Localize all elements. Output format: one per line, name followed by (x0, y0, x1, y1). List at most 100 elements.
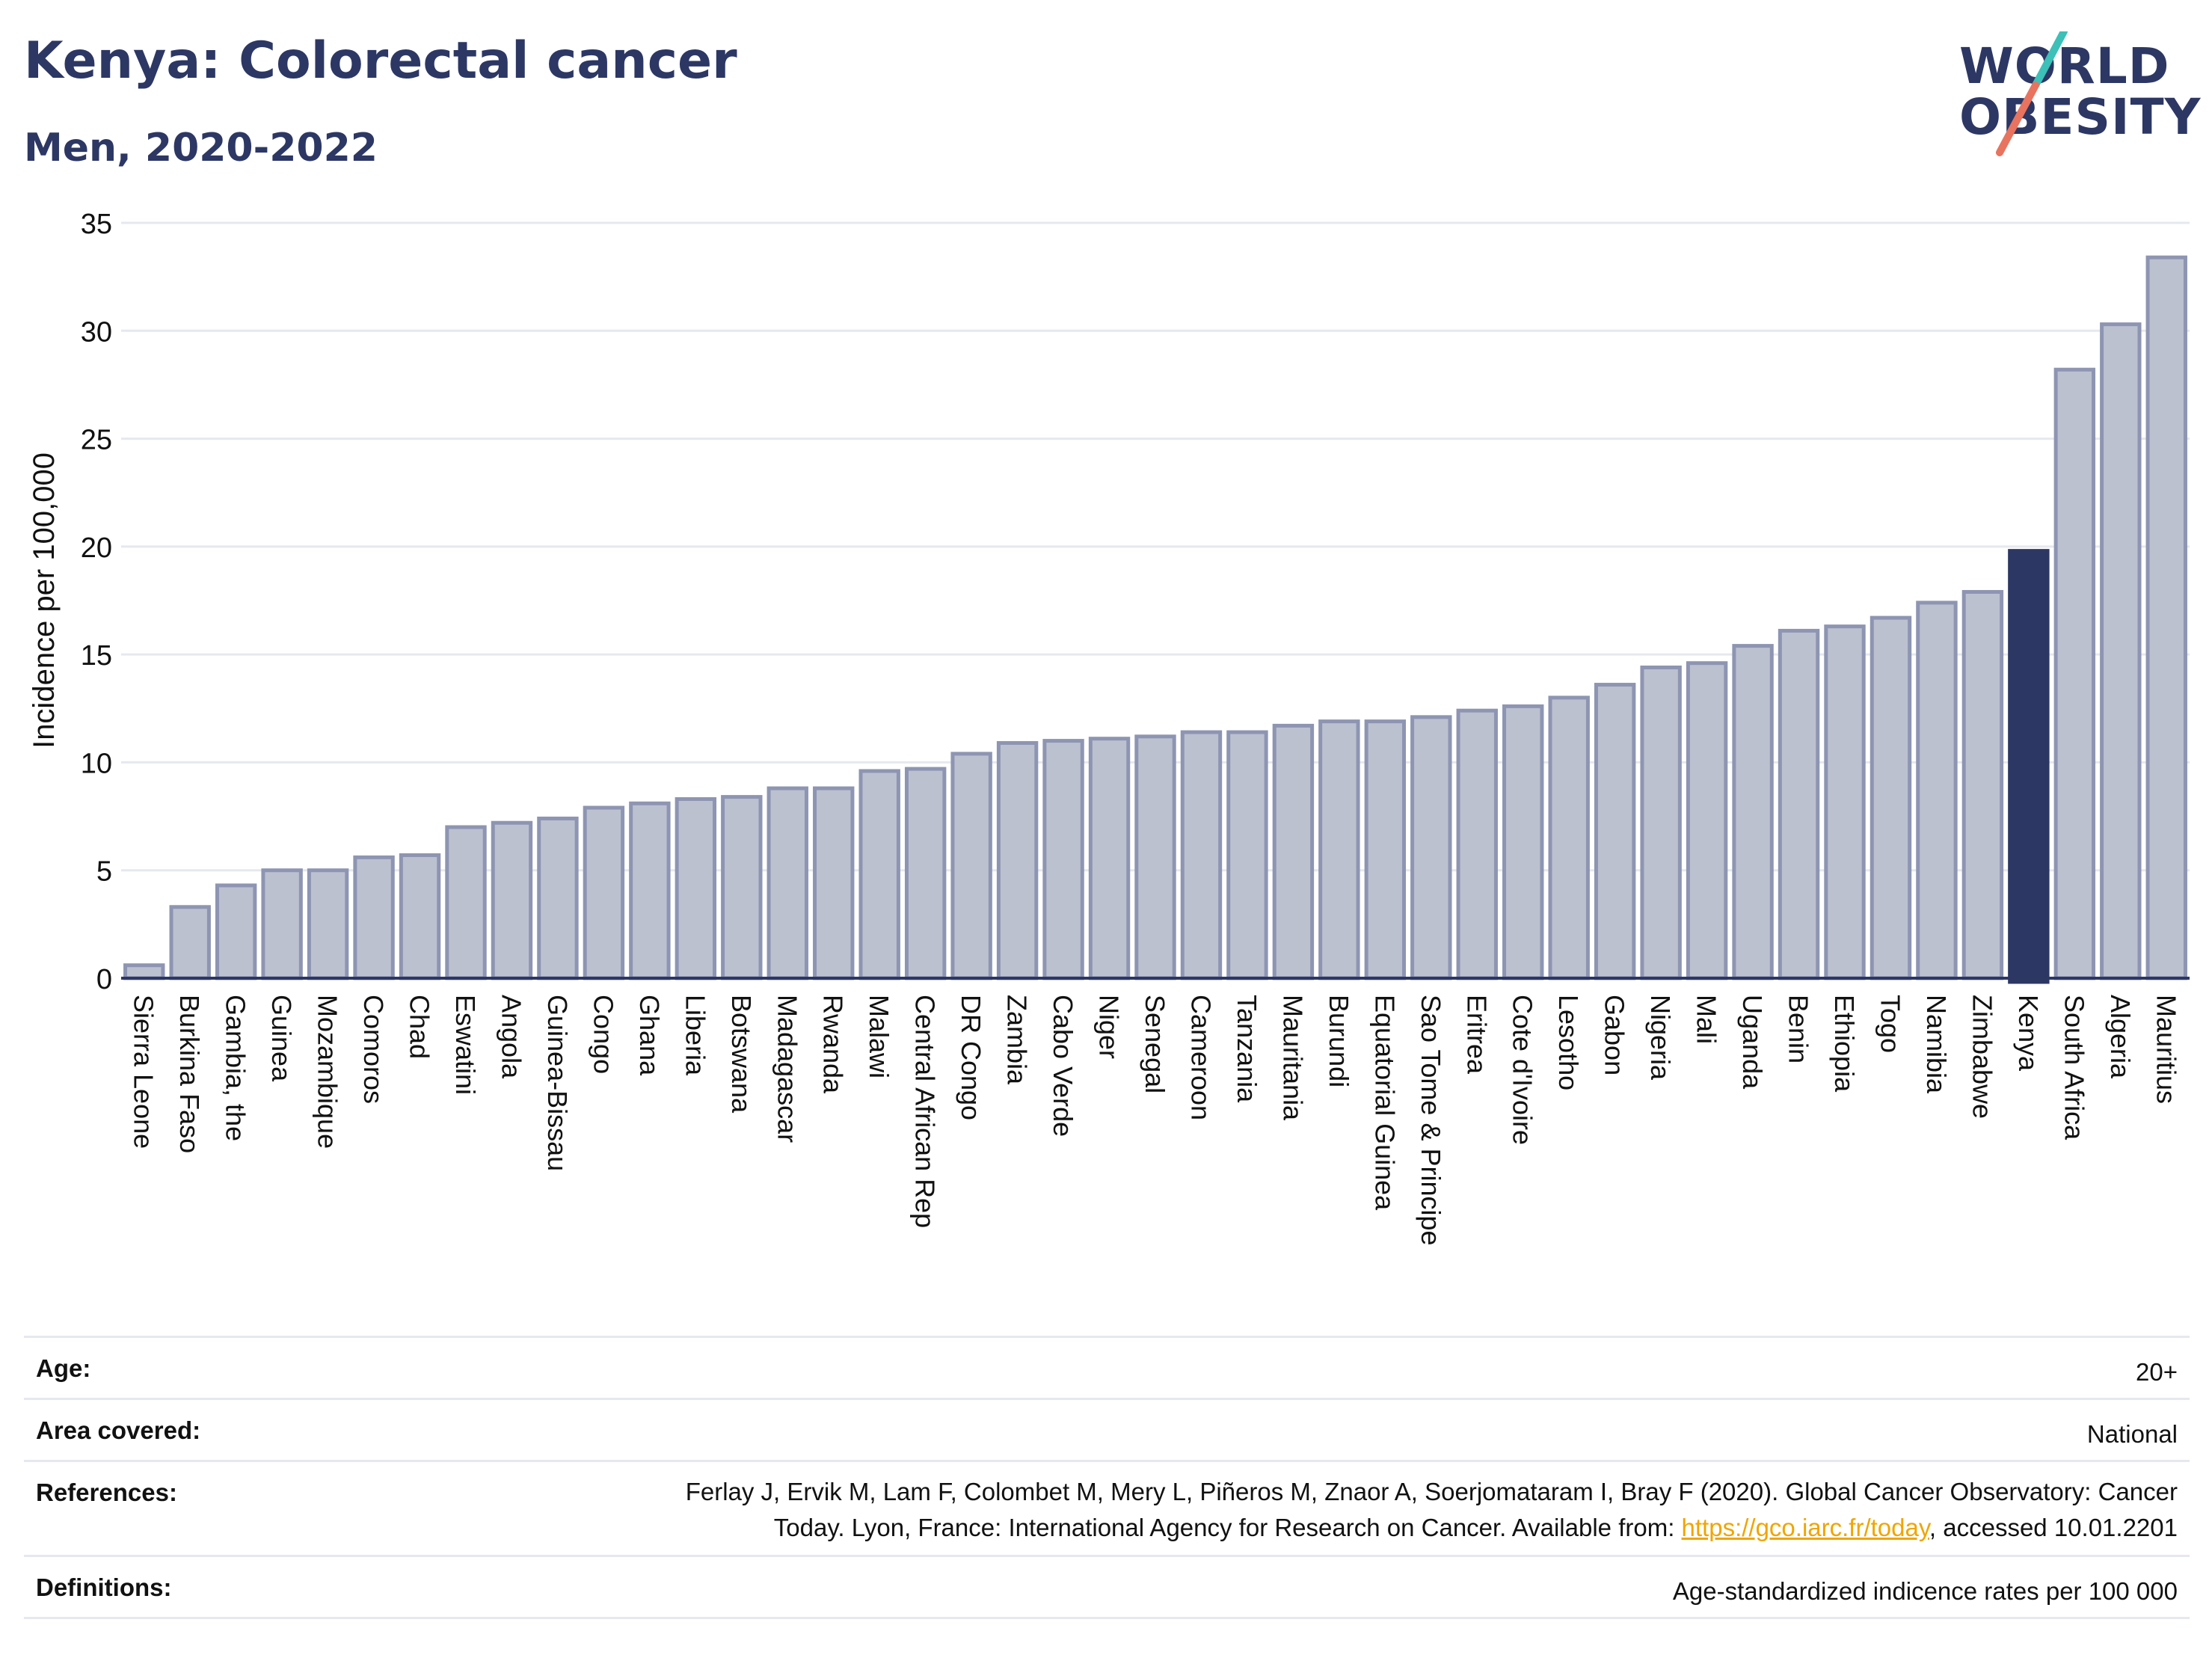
bar (1778, 628, 1820, 980)
bar (1824, 624, 1866, 980)
meta-row-references: References: Ferlay J, Ervik M, Lam F, Co… (24, 1460, 2190, 1555)
meta-ref-line2: Today. Lyon, France: International Agenc… (458, 1510, 2178, 1546)
x-tick-label: Mauritius (2151, 995, 2181, 1104)
logo-text-world: WORLD (1959, 37, 2170, 95)
meta-row-definitions: Definitions: Age-standardized indicence … (24, 1555, 2190, 1619)
bar (1594, 683, 1636, 980)
x-tick-label: Algeria (2105, 995, 2136, 1079)
x-tick-label: Zambia (1002, 995, 1033, 1085)
x-tick-label: Guinea (266, 995, 297, 1082)
bar (950, 752, 992, 980)
x-tick-label: DR Congo (956, 995, 986, 1120)
bar (399, 853, 441, 980)
y-tick-label: 30 (81, 316, 112, 348)
y-tick-label: 20 (81, 532, 112, 564)
bar (1134, 734, 1176, 980)
bar (123, 963, 165, 980)
bar-chart: 0 5 10 15 20 25 30 35 Incidence per 100,000 Sierr… (28, 209, 2190, 1246)
reference-link[interactable]: https://gco.iarc.fr/today (1681, 1513, 1929, 1541)
meta-ref-accessed: , accessed 10.01.2201 (1929, 1513, 2178, 1541)
meta-area-value: National (2086, 1420, 2178, 1448)
bar (858, 769, 900, 980)
world-obesity-logo: WORLD OBESITY (1944, 31, 2202, 159)
bar (1180, 730, 1223, 980)
y-tick-label: 25 (81, 425, 112, 456)
x-tick-label: Senegal (1140, 995, 1170, 1093)
bar (1640, 665, 1682, 980)
bar (261, 868, 303, 980)
x-tick-label: Cabo Verde (1048, 995, 1078, 1137)
y-tick-label: 15 (81, 640, 112, 672)
meta-row-area: Area covered: National (24, 1398, 2190, 1460)
bar (1364, 719, 1407, 980)
x-tick-label: Rwanda (818, 995, 849, 1094)
bar (1961, 589, 2004, 980)
bar (1272, 723, 1315, 980)
x-tick-label: Uganda (1737, 995, 1768, 1090)
x-tick-label: Zimbabwe (1967, 995, 1997, 1119)
y-tick-label: 35 (81, 209, 112, 240)
x-tick-label: Kenya (2013, 995, 2044, 1072)
x-tick-label: Malawi (864, 995, 894, 1078)
meta-def-label: Definitions: (36, 1573, 172, 1601)
x-tick-label: Sao Tome & Principe (1416, 995, 1446, 1246)
bar (1410, 715, 1452, 980)
meta-row-age: Age: 20+ (24, 1336, 2190, 1398)
x-tick-label: Lesotho (1553, 995, 1584, 1090)
bar (491, 820, 533, 980)
x-tick-label: Namibia (1921, 995, 1952, 1094)
bar (353, 855, 395, 980)
bar (813, 786, 855, 980)
x-tick-label: Gabon (1600, 995, 1630, 1075)
bar (445, 825, 487, 980)
chart-subtitle: Men, 2020-2022 (24, 126, 378, 171)
chart-title: Kenya: Colorectal cancer (24, 31, 737, 90)
bar (1318, 719, 1360, 980)
bar (629, 801, 671, 980)
x-tick-label: Burkina Faso (174, 995, 205, 1153)
meta-age-value: 20+ (2136, 1358, 2178, 1386)
x-tick-label: Central African Rep (910, 995, 941, 1228)
bar (1870, 615, 1912, 980)
x-tick-label: Niger (1094, 995, 1125, 1059)
x-tick-label: Cote d'Ivoire (1508, 995, 1538, 1145)
meta-ref-text: Today. Lyon, France: International Agenc… (773, 1513, 1682, 1541)
y-axis-label: Incidence per 100,000 (28, 452, 61, 749)
bar (996, 740, 1039, 980)
x-tick-label: Gambia, the (221, 995, 251, 1141)
meta-age-label: Age: (36, 1354, 91, 1382)
bar (307, 868, 349, 980)
x-tick-label: South Africa (2059, 995, 2089, 1140)
logo-slash-icon (1996, 31, 2068, 156)
x-tick-label: Equatorial Guinea (1369, 995, 1400, 1211)
x-tick-label: Botswana (726, 995, 757, 1114)
y-tick-label: 10 (81, 748, 112, 779)
bar (1042, 739, 1084, 980)
y-tick-label: 5 (96, 856, 112, 888)
x-tick-label: Benin (1784, 995, 1814, 1063)
logo-text-obesity: OBESITY (1959, 88, 2202, 146)
meta-ref-label: References: (36, 1479, 177, 1506)
x-tick-label: Ghana (634, 995, 665, 1076)
x-tick-label: Angola (496, 995, 526, 1079)
x-tick-label: Mauritania (1277, 995, 1308, 1121)
meta-area-label: Area covered: (36, 1416, 201, 1444)
bar (1088, 737, 1131, 980)
x-tick-label: Mali (1692, 995, 1722, 1044)
bar (721, 795, 763, 980)
bar (583, 805, 625, 980)
bar (2100, 322, 2142, 980)
x-tick-label: Chad (405, 995, 435, 1059)
x-tick-label: Tanzania (1232, 995, 1262, 1103)
x-tick-label: Guinea-Bissau (542, 995, 573, 1171)
meta-ref-line1: Ferlay J, Ervik M, Lam F, Colombet M, Me… (685, 1478, 2178, 1505)
x-tick-label: Sierra Leone (129, 995, 159, 1149)
bar (2145, 255, 2187, 980)
x-tick-label: Burundi (1324, 995, 1354, 1087)
x-tick-label: Eritrea (1461, 995, 1492, 1075)
x-tick-label: Cameroon (1185, 995, 1216, 1120)
bar (1456, 708, 1498, 980)
bar (1732, 644, 1774, 980)
x-tick-label: Togo (1875, 995, 1905, 1053)
bar (1686, 661, 1728, 980)
